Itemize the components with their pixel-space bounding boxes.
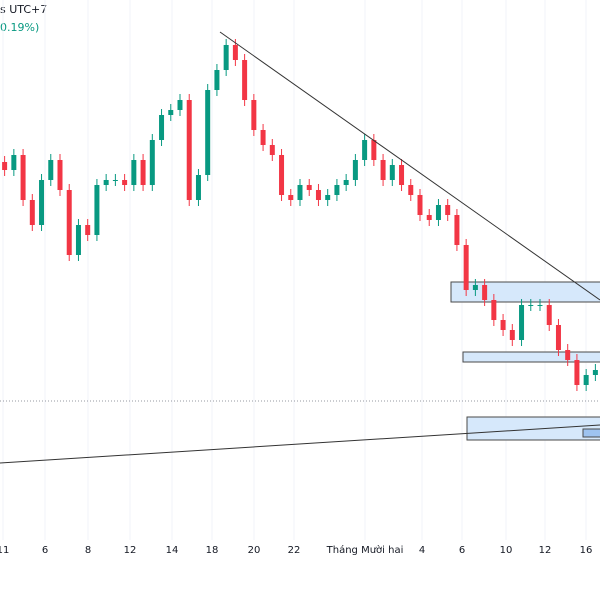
candle-up [362, 140, 368, 160]
candle-down [2, 162, 8, 170]
candle-up [297, 185, 303, 200]
candle-down [279, 155, 285, 195]
x-tick-label: Tháng Mười hai [326, 544, 404, 556]
candle-up [159, 115, 165, 140]
candle-up [528, 305, 534, 306]
candle-up [537, 305, 543, 306]
candle-up [583, 375, 589, 385]
candle-down [85, 225, 91, 235]
candle-down [546, 305, 552, 325]
candle-down [463, 245, 469, 290]
candle-up [352, 160, 358, 180]
zone-lower [466, 416, 600, 441]
candle-up [519, 305, 525, 340]
candle-down [186, 100, 192, 200]
candle-down [315, 190, 321, 200]
candle-down [482, 285, 488, 300]
candle-down [574, 360, 580, 385]
candle-down [509, 330, 515, 340]
x-tick-label: 12 [539, 545, 552, 556]
x-tick-label: 6 [459, 545, 465, 556]
candle-up [48, 160, 54, 180]
candle-up [149, 140, 155, 185]
candle-up [343, 180, 349, 185]
x-tick-label: 12 [124, 545, 137, 556]
x-tick-label: 14 [166, 545, 179, 556]
candle-up [592, 370, 598, 375]
candle-down [288, 195, 294, 200]
candle-down [29, 200, 35, 225]
candle-up [112, 180, 118, 181]
x-tick-label: 8 [85, 545, 91, 556]
candle-down [140, 160, 146, 185]
candle-up [94, 185, 100, 235]
candle-up [472, 285, 478, 290]
descending-trendline [219, 31, 600, 301]
candle-up [103, 180, 109, 185]
candle-up [435, 205, 441, 220]
candle-up [325, 195, 331, 200]
candle-down [306, 185, 312, 190]
x-tick-label: 18 [206, 545, 219, 556]
candle-up [223, 45, 229, 70]
ascending-trendline [0, 424, 600, 464]
candle-up [75, 225, 81, 255]
x-tick-label: 10 [500, 545, 513, 556]
x-tick-label: 20 [248, 545, 261, 556]
candle-down [555, 325, 561, 350]
candle-up [177, 100, 183, 110]
candle-down [426, 215, 432, 220]
candle-up [39, 180, 45, 225]
x-tick-label: 16 [580, 545, 593, 556]
x-tick-label: 6 [42, 545, 48, 556]
candle-down [242, 60, 248, 100]
candle-up [334, 185, 340, 195]
candle-up [131, 160, 137, 185]
x-tick-label: 4 [419, 545, 425, 556]
candle-down [20, 155, 26, 200]
candle-down [565, 350, 571, 360]
candle-down [491, 300, 497, 320]
candle-down [269, 145, 275, 155]
candle-down [232, 45, 238, 60]
candle-up [205, 90, 211, 175]
candle-down [66, 190, 72, 255]
timezone-label: s UTC+7 [0, 3, 48, 16]
candle-down [445, 205, 451, 215]
candle-down [122, 180, 128, 185]
candle-down [500, 320, 506, 330]
candle-down [399, 165, 405, 185]
candle-up [11, 155, 17, 170]
candle-down [260, 130, 266, 145]
zone-small [582, 428, 600, 438]
candle-down [251, 100, 257, 130]
candle-down [371, 140, 377, 160]
candle-down [57, 160, 63, 190]
candle-up [168, 110, 174, 115]
zone-middle [462, 351, 600, 363]
candle-down [454, 215, 460, 245]
x-tick-label: 11 [0, 545, 9, 556]
candle-up [389, 165, 395, 180]
candle-down [408, 185, 414, 195]
candle-down [417, 195, 423, 215]
price-change-label: 0.19%) [0, 21, 40, 34]
candle-up [195, 175, 201, 200]
x-tick-label: 22 [288, 545, 301, 556]
candle-up [214, 70, 220, 90]
candle-down [380, 160, 386, 180]
